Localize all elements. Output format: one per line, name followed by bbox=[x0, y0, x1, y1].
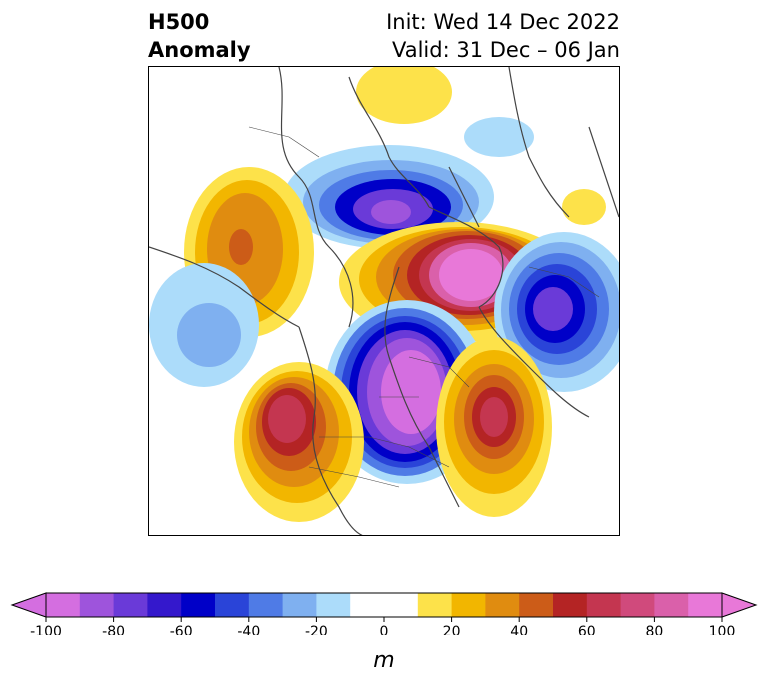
chart-title-right: Init: Wed 14 Dec 2022 Valid: 31 Dec – 06… bbox=[386, 8, 620, 64]
colorbar-tick-label: -40 bbox=[237, 624, 260, 635]
negative-anomaly-arctic bbox=[284, 145, 494, 249]
positive-anomaly-top bbox=[356, 67, 606, 225]
colorbar-cell bbox=[451, 593, 486, 617]
negative-anomaly-pacific bbox=[149, 263, 259, 387]
colorbar-tick-label: -80 bbox=[102, 624, 125, 635]
colorbar-tick-label: 100 bbox=[709, 624, 736, 635]
colorbar-tick-label: -60 bbox=[170, 624, 193, 635]
colorbar-tick-label: 20 bbox=[443, 624, 461, 635]
colorbar-cell bbox=[147, 593, 182, 617]
init-date: Init: Wed 14 Dec 2022 bbox=[386, 10, 620, 34]
colorbar-cell bbox=[316, 593, 351, 617]
positive-anomaly-southeast bbox=[436, 337, 552, 517]
colorbar-tick-label: -100 bbox=[30, 624, 62, 635]
colorbar-tick-label: 80 bbox=[645, 624, 663, 635]
anomaly-map bbox=[149, 67, 619, 535]
colorbar-cell bbox=[519, 593, 554, 617]
positive-anomaly-southwest bbox=[234, 362, 364, 522]
colorbar-cell bbox=[350, 593, 385, 617]
title-line-2: Anomaly bbox=[148, 38, 251, 62]
colorbar-tick-label: 60 bbox=[578, 624, 596, 635]
colorbar-cell bbox=[485, 593, 520, 617]
colorbar-cell bbox=[282, 593, 317, 617]
colorbar-tick-label: -20 bbox=[305, 624, 328, 635]
colorbar-cell bbox=[79, 593, 115, 617]
colorbar-cell bbox=[248, 593, 284, 617]
valid-range: Valid: 31 Dec – 06 Jan bbox=[391, 38, 620, 62]
colorbar-cell bbox=[654, 593, 689, 617]
map-panel bbox=[148, 66, 620, 536]
colorbar-cell bbox=[688, 593, 723, 617]
colorbar-tick-label: 40 bbox=[510, 624, 528, 635]
colorbar: -100 -80 -60 -40 -20 0 20 40 60 80 100 bbox=[10, 592, 758, 635]
colorbar-unit-label: m bbox=[373, 648, 395, 673]
colorbar-cell bbox=[113, 593, 148, 617]
coastlines bbox=[149, 67, 619, 535]
political-borders bbox=[248, 126, 600, 488]
colorbar-cell bbox=[181, 593, 216, 617]
colorbar-cells bbox=[46, 593, 723, 617]
colorbar-cell bbox=[215, 593, 250, 617]
colorbar-cell bbox=[620, 593, 655, 617]
colorbar-cell bbox=[586, 593, 622, 617]
colorbar-cell bbox=[553, 593, 588, 617]
colorbar-ticks: -100 -80 -60 -40 -20 0 20 40 60 80 100 bbox=[30, 617, 735, 635]
colorbar-cell bbox=[46, 593, 81, 617]
colorbar-max-arrow bbox=[721, 592, 758, 618]
colorbar-min-arrow bbox=[10, 592, 47, 618]
title-line-1: H500 bbox=[148, 10, 210, 34]
colorbar-tick-label: 0 bbox=[380, 624, 389, 635]
chart-title-left: H500 Anomaly bbox=[148, 8, 251, 64]
colorbar-cell bbox=[417, 593, 453, 617]
colorbar-cell bbox=[384, 593, 419, 617]
